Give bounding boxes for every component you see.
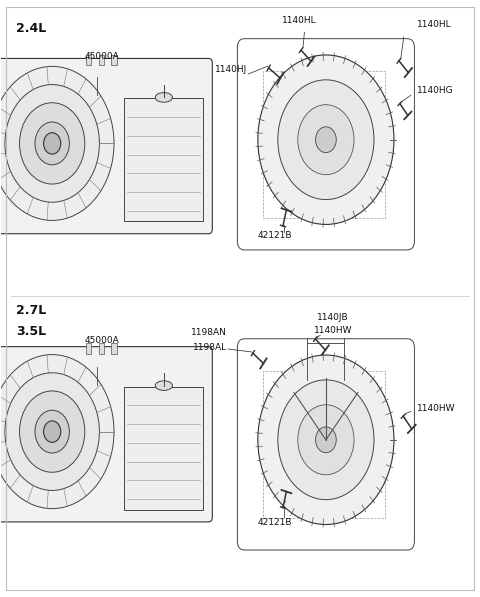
Text: 2.4L: 2.4L — [16, 22, 46, 35]
Bar — [263, 371, 385, 518]
Text: 1140HW: 1140HW — [314, 327, 352, 336]
Circle shape — [44, 133, 61, 154]
FancyBboxPatch shape — [0, 347, 212, 522]
Text: 45000A: 45000A — [84, 336, 119, 345]
Bar — [124, 99, 204, 221]
Circle shape — [278, 80, 374, 199]
Circle shape — [298, 104, 354, 175]
Circle shape — [5, 373, 99, 490]
Circle shape — [0, 355, 114, 509]
Bar — [85, 343, 91, 353]
Bar — [98, 343, 104, 353]
Text: 1198AL: 1198AL — [192, 343, 227, 352]
Bar — [263, 70, 385, 218]
Circle shape — [35, 410, 69, 453]
Text: 1140HW: 1140HW — [417, 404, 455, 413]
Bar — [85, 55, 91, 65]
Text: 1140HL: 1140HL — [417, 20, 451, 29]
Text: 42121B: 42121B — [258, 231, 292, 240]
Circle shape — [35, 122, 69, 165]
Circle shape — [315, 427, 336, 453]
Circle shape — [278, 380, 374, 500]
Text: 1140HJ: 1140HJ — [215, 65, 247, 74]
Circle shape — [298, 405, 354, 475]
Circle shape — [0, 66, 114, 220]
FancyBboxPatch shape — [0, 59, 212, 234]
Text: 2.7L: 2.7L — [16, 304, 46, 318]
Bar — [111, 343, 117, 353]
Text: 1198AN: 1198AN — [191, 328, 227, 337]
Bar — [124, 387, 204, 510]
Text: 1140HG: 1140HG — [417, 87, 453, 96]
Bar — [98, 55, 104, 65]
Text: 42121B: 42121B — [258, 518, 292, 527]
Circle shape — [5, 85, 99, 202]
Text: 45000A: 45000A — [84, 52, 119, 61]
Ellipse shape — [155, 93, 172, 102]
Bar — [111, 55, 117, 65]
Circle shape — [258, 55, 394, 224]
Circle shape — [20, 391, 85, 472]
Circle shape — [315, 127, 336, 153]
Text: 1140HL: 1140HL — [282, 16, 317, 25]
Circle shape — [258, 355, 394, 525]
Text: 3.5L: 3.5L — [16, 325, 46, 338]
Ellipse shape — [155, 381, 172, 390]
Text: 1140JB: 1140JB — [317, 313, 349, 322]
Circle shape — [44, 421, 61, 442]
Circle shape — [20, 103, 85, 184]
